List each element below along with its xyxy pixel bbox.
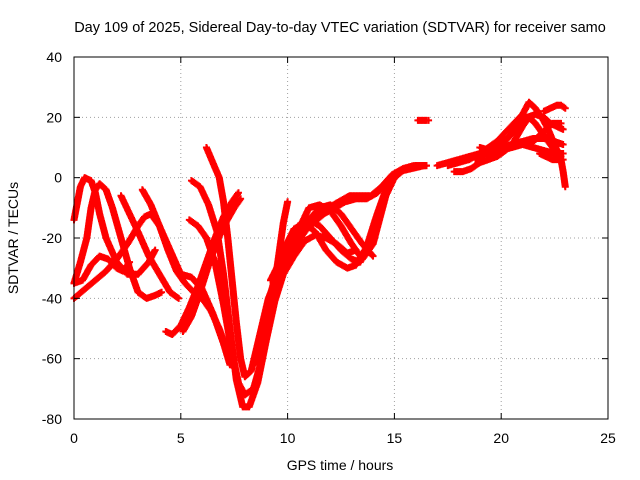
y-axis-label: SDTVAR / TECUs — [5, 182, 21, 294]
x-tick-label: 15 — [387, 430, 403, 446]
series-pass-16 — [271, 162, 418, 284]
data-point — [158, 288, 166, 296]
y-tick-label: -80 — [42, 411, 62, 427]
data-point — [425, 116, 433, 124]
y-tick-label: 0 — [54, 170, 62, 186]
series-pass-3 — [70, 210, 234, 369]
series-pass-25 — [540, 101, 569, 115]
x-tick-label: 5 — [177, 430, 185, 446]
data-point — [234, 189, 242, 197]
data-point — [369, 252, 377, 260]
series-pass-5 — [117, 192, 183, 302]
data-point — [175, 294, 183, 302]
grid — [74, 57, 608, 419]
data-point — [559, 156, 567, 164]
x-tick-label: 20 — [493, 430, 509, 446]
y-tick-label: -60 — [42, 351, 62, 367]
series-pass-14 — [264, 162, 430, 308]
data-point — [420, 162, 428, 170]
y-tick-label: 40 — [46, 49, 62, 65]
data-point — [126, 258, 134, 266]
data-point — [151, 246, 159, 254]
x-tick-label: 10 — [280, 430, 296, 446]
data-point — [561, 104, 569, 112]
data-point — [559, 140, 567, 148]
data-point — [561, 183, 569, 191]
series-pass-2 — [70, 180, 166, 302]
x-tick-label: 25 — [600, 430, 616, 446]
chart-title: Day 109 of 2025, Sidereal Day-to-day VTE… — [74, 20, 606, 36]
data-point — [237, 195, 245, 203]
y-tick-label: 20 — [46, 109, 62, 125]
series-pass-24 — [536, 150, 567, 164]
data-point — [284, 198, 292, 206]
series-pass-4 — [70, 252, 134, 287]
x-axis-label: GPS time / hours — [287, 457, 394, 473]
y-tick-label: -40 — [42, 290, 62, 306]
series-pass-17 — [414, 116, 433, 124]
data-points — [70, 98, 569, 411]
data-point — [559, 150, 567, 158]
data-point — [410, 162, 418, 170]
data-point — [559, 125, 567, 133]
series-pass-23 — [487, 140, 567, 161]
x-tick-label: 0 — [70, 430, 78, 446]
y-tick-label: -20 — [42, 230, 62, 246]
axis-ticks: 0 5 10 15 20 25 -80 -60 -40 -20 0 20 40 — [42, 49, 616, 446]
series-pass-22 — [472, 110, 567, 164]
